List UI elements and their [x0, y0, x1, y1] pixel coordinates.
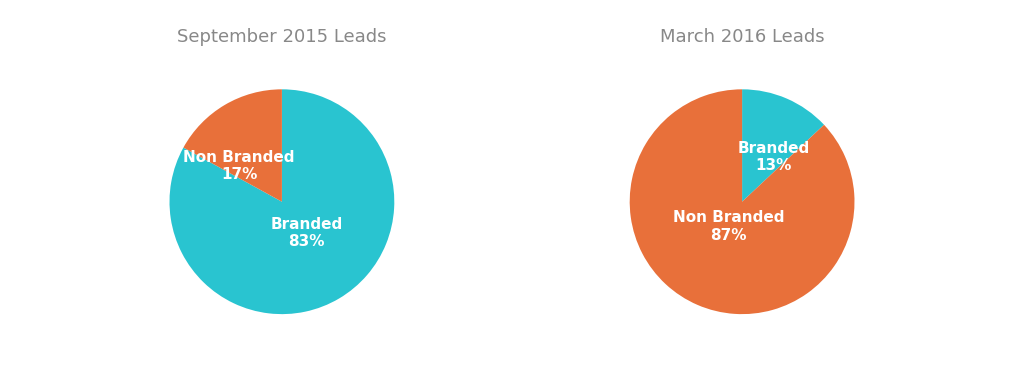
Wedge shape [742, 89, 824, 202]
Wedge shape [183, 89, 282, 202]
Wedge shape [630, 89, 854, 314]
Wedge shape [170, 89, 394, 314]
Text: Non Branded
17%: Non Branded 17% [183, 149, 295, 182]
Text: Non Branded
87%: Non Branded 87% [673, 210, 784, 243]
Title: September 2015 Leads: September 2015 Leads [177, 28, 387, 46]
Text: Branded
13%: Branded 13% [737, 141, 810, 173]
Text: Branded
83%: Branded 83% [270, 217, 343, 249]
Title: March 2016 Leads: March 2016 Leads [659, 28, 824, 46]
